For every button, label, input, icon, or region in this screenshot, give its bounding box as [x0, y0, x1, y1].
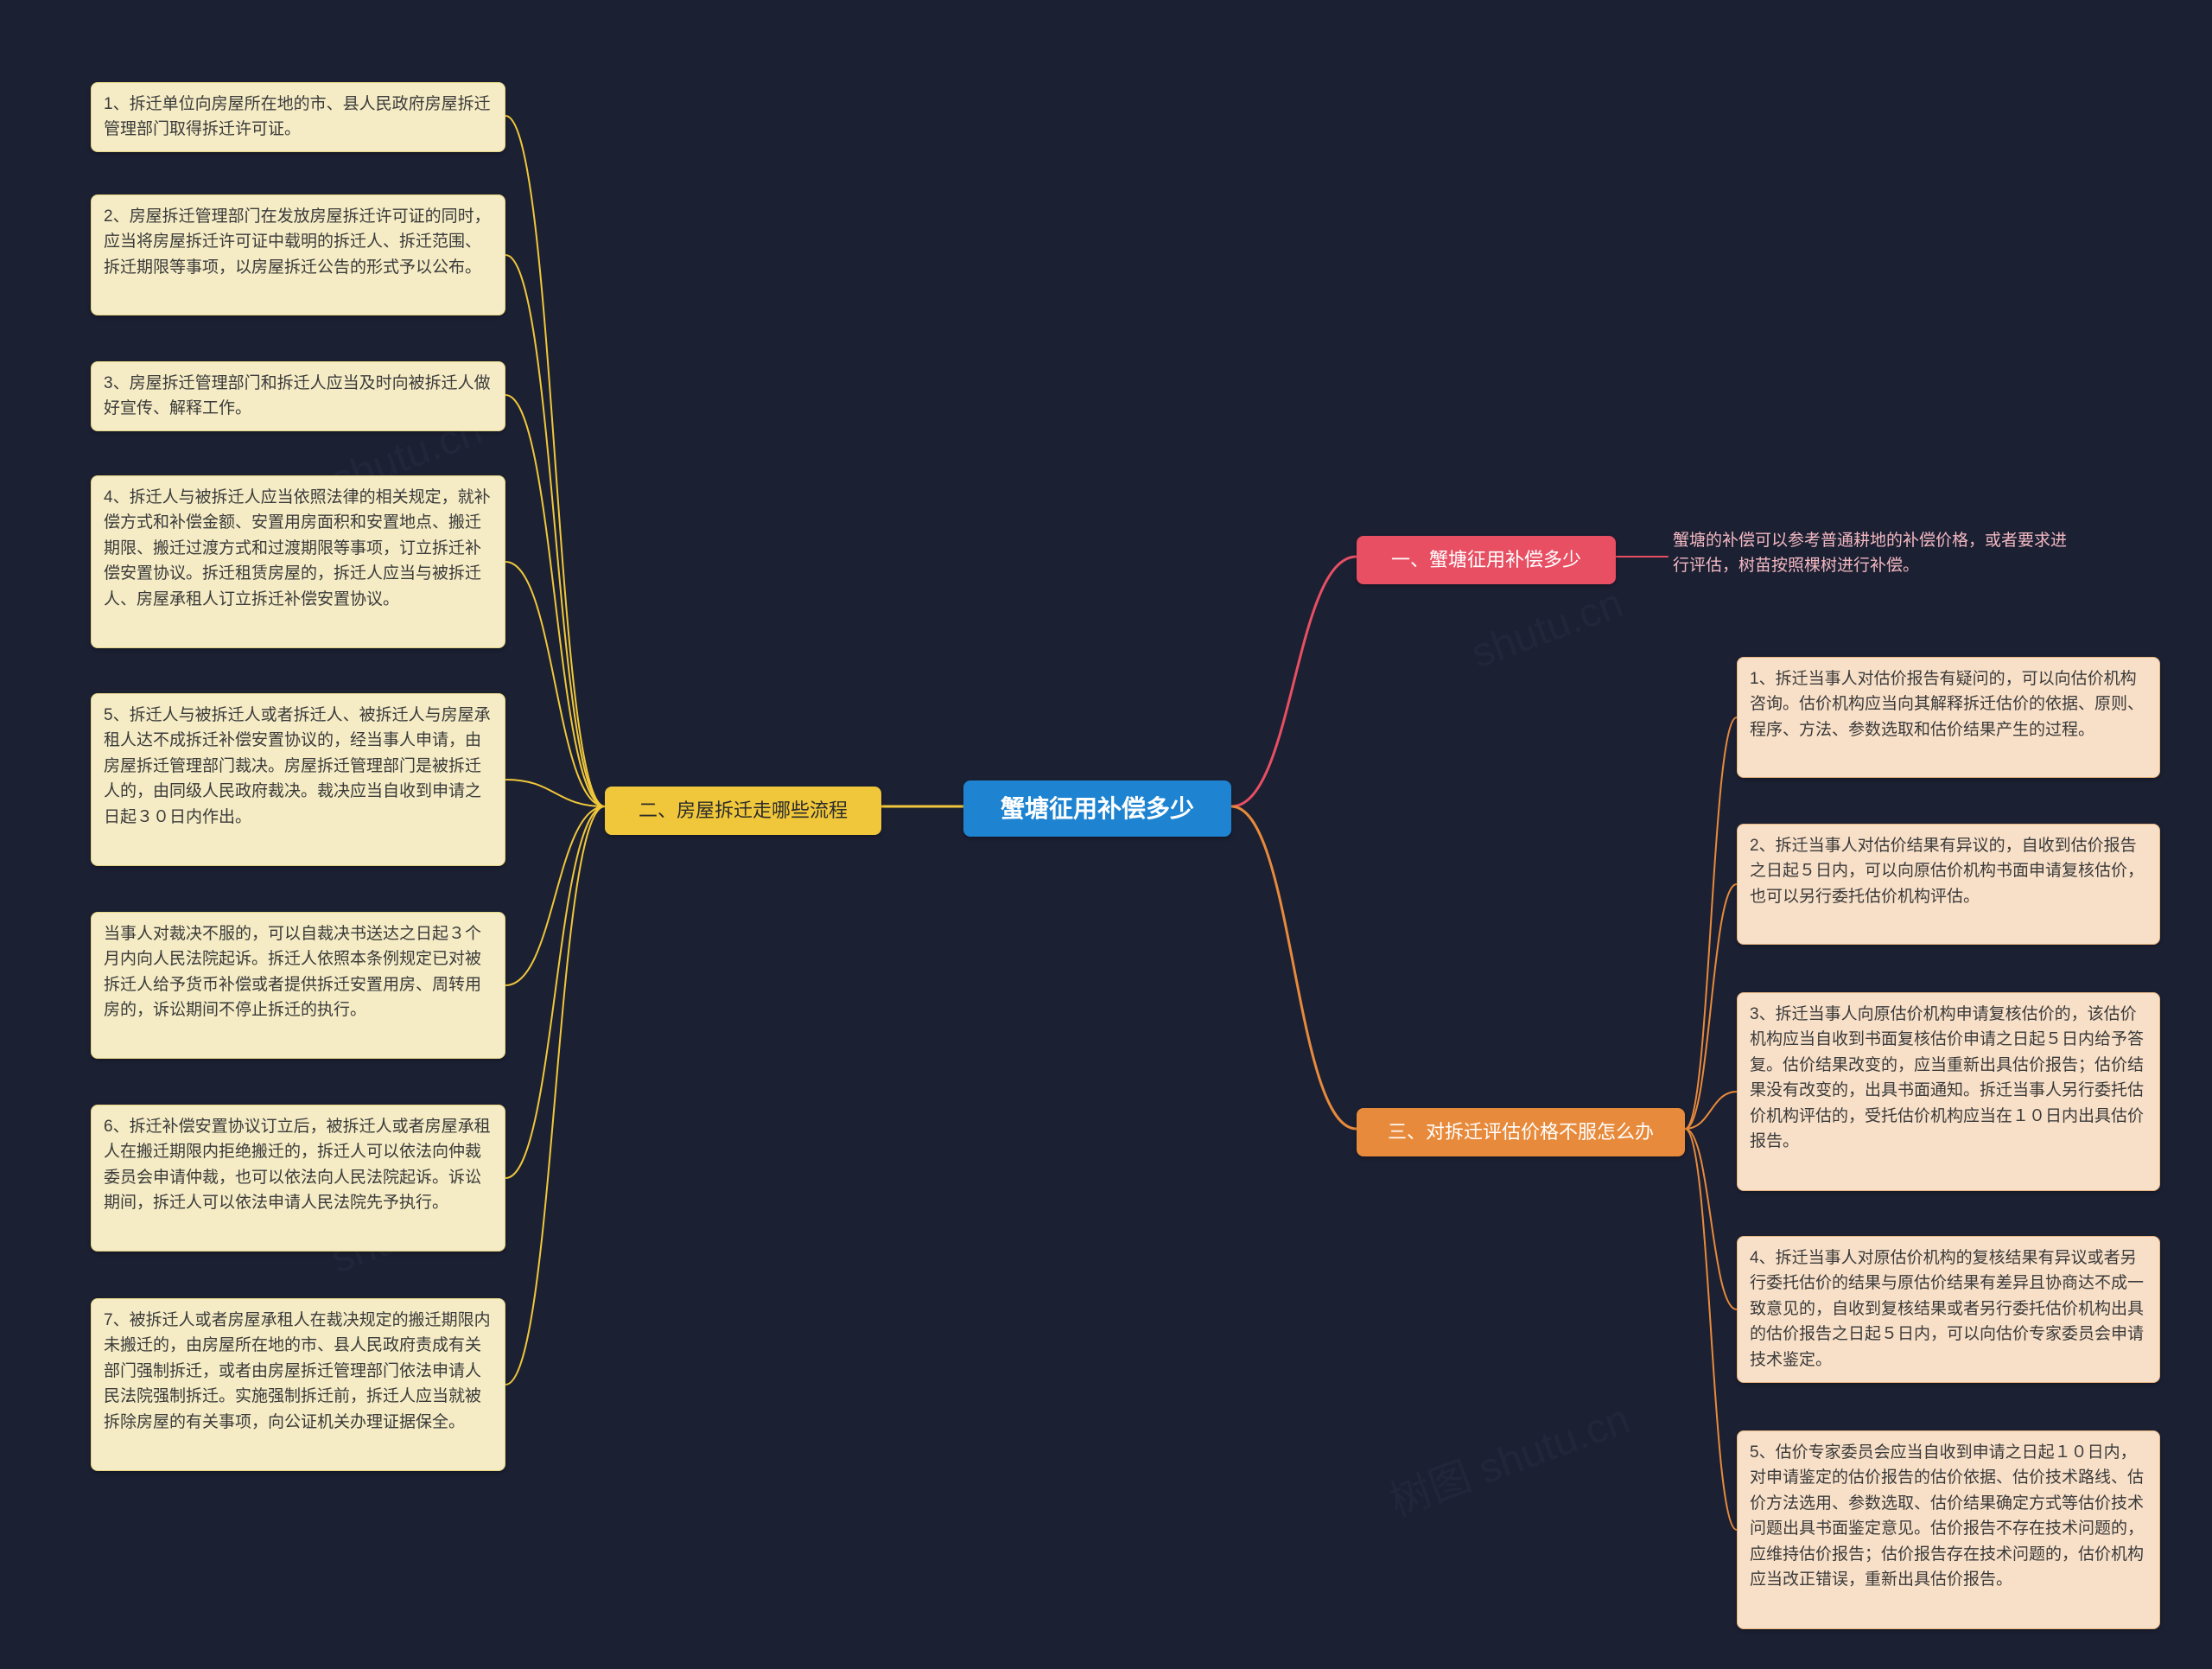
leaf-b2-1: 2、房屋拆迁管理部门在发放房屋拆迁许可证的同时，应当将房屋拆迁许可证中载明的拆迁…: [91, 194, 505, 315]
leaf-b2-0: 1、拆迁单位向房屋所在地的市、县人民政府房屋拆迁管理部门取得拆迁许可证。: [91, 82, 505, 152]
leaf-b2-7: 7、被拆迁人或者房屋承租人在裁决规定的搬迁期限内未搬迁的，由房屋所在地的市、县人…: [91, 1298, 505, 1471]
leaf-b2-6: 6、拆迁补偿安置协议订立后，被拆迁人或者房屋承租人在搬迁期限内拒绝搬迁的，拆迁人…: [91, 1105, 505, 1252]
leaf-b3-1: 2、拆迁当事人对估价结果有异议的，自收到估价报告之日起５日内，可以向原估价机构书…: [1737, 824, 2160, 945]
leaf-b3-0: 1、拆迁当事人对估价报告有疑问的，可以向估价机构咨询。估价机构应当向其解释拆迁估…: [1737, 657, 2160, 778]
leaf-b2-2: 3、房屋拆迁管理部门和拆迁人应当及时向被拆迁人做好宣传、解释工作。: [91, 361, 505, 431]
leaf-b3-4: 5、估价专家委员会应当自收到申请之日起１０日内，对申请鉴定的估价报告的估价依据、…: [1737, 1430, 2160, 1629]
center-node: 蟹塘征用补偿多少: [963, 780, 1231, 837]
branch-b3: 三、对拆迁评估价格不服怎么办: [1357, 1108, 1685, 1156]
branch-b1: 一、蟹塘征用补偿多少: [1357, 536, 1616, 584]
leaf-b3-2: 3、拆迁当事人向原估价机构申请复核估价的，该估价机构应当自收到书面复核估价申请之…: [1737, 992, 2160, 1191]
leaf-b2-5: 当事人对裁决不服的，可以自裁决书送达之日起３个月内向人民法院起诉。拆迁人依照本条…: [91, 912, 505, 1059]
leaf-b2-3: 4、拆迁人与被拆迁人应当依照法律的相关规定，就补偿方式和补偿金额、安置用房面积和…: [91, 475, 505, 648]
branch-b2: 二、房屋拆迁走哪些流程: [605, 787, 881, 835]
mindmap-canvas: 蟹塘征用补偿多少 一、蟹塘征用补偿多少 蟹塘的补偿可以参考普通耕地的补偿价格，或者要…: [0, 0, 2212, 1669]
leaf-b3-3: 4、拆迁当事人对原估价机构的复核结果有异议或者另行委托估价的结果与原估价结果有差…: [1737, 1236, 2160, 1383]
leaf-b1-0: 蟹塘的补偿可以参考普通耕地的补偿价格，或者要求进行评估，树苗按照棵树进行补偿。: [1668, 525, 2074, 589]
leaf-b2-4: 5、拆迁人与被拆迁人或者拆迁人、被拆迁人与房屋承租人达不成拆迁补偿安置协议的，经…: [91, 693, 505, 866]
